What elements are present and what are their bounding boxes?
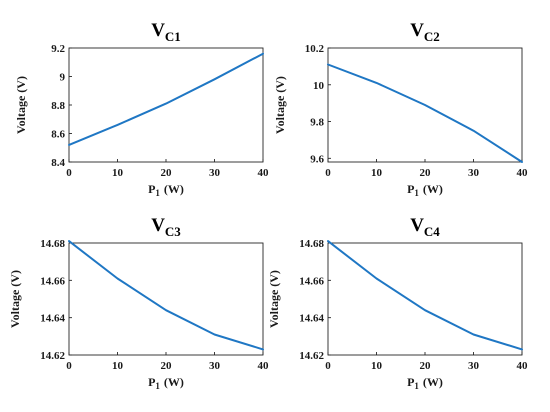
x-tick-label: 20: [420, 360, 432, 372]
y-tick-label: 10: [313, 80, 325, 92]
title-subscript: C3: [165, 224, 181, 239]
y-tick-label: 9.2: [51, 43, 65, 55]
subplot-1: 0 10 20 30 40 8.4 8.6 8.8 9 9.2 VC1 P1 (W) Voltage (V…: [14, 20, 269, 198]
x-tick-label: 10: [112, 360, 124, 372]
x-tick-label: 10: [112, 167, 124, 179]
xlabel-unit: (W): [423, 375, 443, 389]
subplot-3: 0 10 20 30 40 14.62 14.64 14.66 14.68 VC3 P1 (W) Vol…: [8, 215, 269, 391]
y-axis-label: Voltage (V): [8, 270, 22, 328]
xlabel-subscript: 1: [414, 188, 419, 198]
x-axis-label: P1 (W): [407, 375, 443, 391]
xlabel-subscript: 1: [155, 381, 160, 391]
series-line: [327, 240, 523, 351]
y-tick-label: 14.62: [40, 350, 65, 362]
subplot-title: VC4: [410, 215, 440, 239]
x-tick-label: 10: [371, 360, 383, 372]
title-main: V: [151, 20, 165, 41]
title-subscript: C1: [165, 29, 181, 44]
xlabel-main: P: [407, 182, 414, 196]
y-tick-label: 14.62: [299, 350, 324, 362]
x-tick-label: 30: [209, 360, 221, 372]
x-tick-label: 0: [325, 360, 331, 372]
xlabel-unit: (W): [164, 375, 184, 389]
series-line: [68, 240, 264, 351]
y-tick-label: 8.8: [51, 100, 65, 112]
xlabel-main: P: [148, 375, 155, 389]
x-tick-label: 20: [161, 167, 173, 179]
y-tick-label: 14.66: [40, 275, 65, 287]
y-tick-label: 14.68: [40, 238, 65, 250]
y-tick-label: 9: [60, 72, 66, 84]
subplot-title: VC2: [410, 20, 440, 44]
subplot-title: VC1: [151, 20, 181, 44]
xlabel-main: P: [407, 375, 414, 389]
x-axis-label: P1 (W): [407, 182, 443, 198]
series-line: [68, 52, 264, 146]
y-tick-label: 10.2: [305, 43, 325, 55]
y-tick-label: 8.4: [51, 157, 65, 169]
axes-frame: [327, 242, 523, 356]
x-tick-label: 0: [325, 167, 331, 179]
series-line: [327, 63, 523, 163]
y-axis-label: Voltage (V): [14, 76, 28, 134]
x-tick-label: 40: [517, 360, 529, 372]
x-tick-label: 10: [371, 167, 383, 179]
title-main: V: [151, 215, 165, 236]
x-tick-label: 30: [468, 360, 480, 372]
xlabel-unit: (W): [164, 182, 184, 196]
y-tick-label: 14.64: [299, 313, 324, 325]
x-axis-label: P1 (W): [148, 182, 184, 198]
subplot-4: 0 10 20 30 40 14.62 14.64 14.66 14.68 VC4 P1 (W) Vol…: [267, 215, 528, 391]
title-main: V: [410, 20, 424, 41]
subplot-2: 0 10 20 30 40 9.6 9.8 10 10.2 VC2 P1 (W) Voltage (V): [273, 20, 528, 198]
y-axis-label: Voltage (V): [273, 76, 287, 134]
y-axis-label: Voltage (V): [267, 270, 281, 328]
x-tick-label: 0: [66, 360, 72, 372]
y-tick-label: 14.66: [299, 275, 324, 287]
xlabel-unit: (W): [423, 182, 443, 196]
y-tick-label: 14.64: [40, 313, 65, 325]
title-subscript: C4: [424, 224, 440, 239]
y-tick-label: 8.6: [51, 129, 65, 141]
x-tick-label: 0: [66, 167, 72, 179]
x-axis-label: P1 (W): [148, 375, 184, 391]
y-tick-label: 14.68: [299, 238, 324, 250]
x-tick-label: 30: [209, 167, 221, 179]
subplot-title: VC3: [151, 215, 181, 239]
xlabel-subscript: 1: [414, 381, 419, 391]
x-tick-label: 40: [517, 167, 529, 179]
y-tick-label: 9.8: [310, 117, 324, 129]
xlabel-subscript: 1: [155, 188, 160, 198]
y-tick-label: 9.6: [310, 153, 324, 165]
axes-frame: [68, 242, 264, 356]
x-tick-label: 40: [258, 167, 270, 179]
x-tick-label: 40: [258, 360, 270, 372]
x-tick-label: 20: [161, 360, 173, 372]
x-tick-label: 30: [468, 167, 480, 179]
title-subscript: C2: [424, 29, 440, 44]
x-tick-label: 20: [420, 167, 432, 179]
title-main: V: [410, 215, 424, 236]
axes-frame: [68, 47, 264, 163]
xlabel-main: P: [148, 182, 155, 196]
